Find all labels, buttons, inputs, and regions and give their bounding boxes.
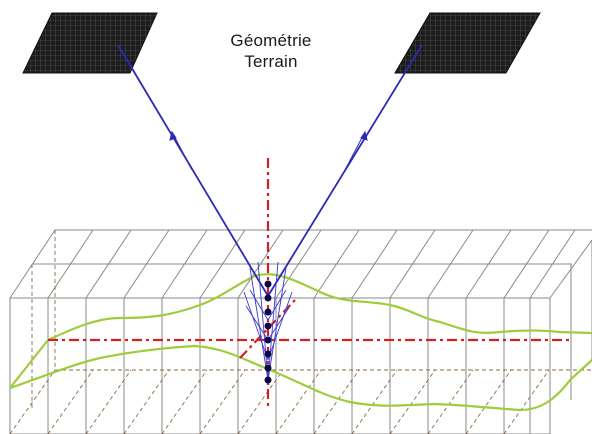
direction-arrows (169, 130, 368, 171)
ray-fan (243, 261, 293, 381)
terrain-surface (9, 273, 592, 412)
diagram-title-line-1: Géométrie (230, 31, 312, 50)
diagram-title-line-2: Terrain (244, 52, 298, 71)
viewing-rays (117, 44, 423, 297)
sensor-image-right (394, 12, 541, 74)
voxel-grid (9, 229, 592, 434)
reference-axes (48, 158, 570, 410)
hidden-grid-lines (9, 230, 592, 434)
sensor-image-left (22, 12, 158, 74)
sample-points (264, 280, 272, 384)
